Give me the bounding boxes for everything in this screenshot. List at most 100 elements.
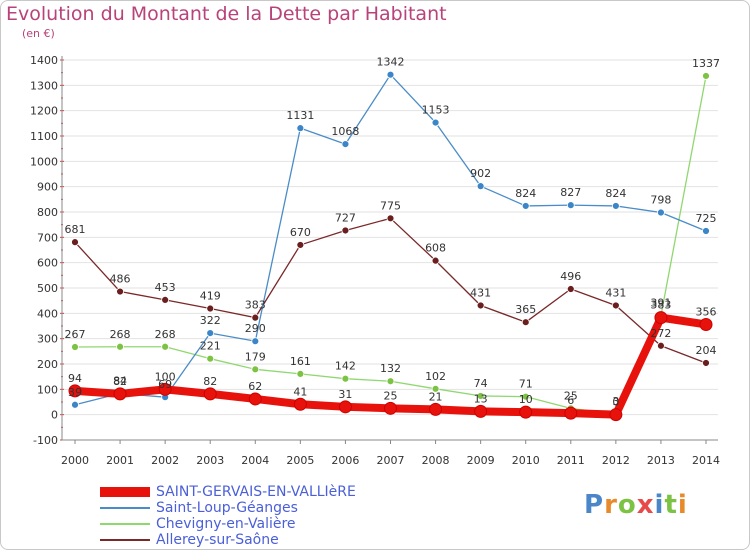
data-label: 0 (612, 396, 619, 409)
data-point (566, 201, 575, 210)
data-point (476, 182, 485, 191)
data-label: 84 (113, 374, 127, 387)
chart-subtitle: (en €) (22, 27, 55, 40)
data-label: 486 (110, 273, 131, 286)
data-point (611, 202, 620, 210)
data-label: 1068 (331, 125, 359, 138)
data-label: 10 (519, 393, 533, 406)
data-label: 775 (380, 199, 401, 212)
data-point (203, 387, 217, 401)
data-label: 13 (474, 392, 488, 405)
data-point (296, 241, 305, 249)
data-label: 727 (335, 211, 356, 224)
data-point (521, 202, 530, 210)
data-point (429, 402, 443, 416)
data-point (476, 392, 485, 400)
data-point (206, 304, 215, 313)
data-point (431, 384, 440, 393)
y-tick-label: 100 (37, 383, 58, 396)
legend-swatch (100, 539, 150, 541)
data-point (116, 287, 124, 296)
logo-letter: t (664, 490, 678, 520)
data-label: 132 (380, 362, 401, 375)
data-point (564, 406, 578, 420)
data-point (251, 337, 260, 346)
data-label: 161 (290, 355, 311, 368)
data-point (609, 408, 623, 422)
data-point (251, 313, 260, 322)
data-label: 824 (515, 187, 536, 200)
data-label: 41 (293, 385, 307, 398)
data-point (431, 256, 440, 265)
data-point (71, 238, 79, 247)
legend-label: SAINT-GERVAIS-EN-VALLIèRE (156, 484, 356, 500)
x-tick-label: 2008 (422, 454, 450, 467)
data-point (341, 140, 350, 149)
data-point (206, 354, 215, 363)
x-tick-label: 2013 (647, 454, 675, 467)
data-label: 25 (384, 389, 398, 402)
x-tick-label: 2011 (557, 454, 585, 467)
data-point (338, 400, 352, 414)
data-label: 142 (335, 360, 356, 373)
data-label: 419 (200, 290, 221, 303)
data-label: 290 (245, 322, 266, 335)
data-point (702, 72, 710, 80)
data-point (341, 226, 350, 235)
data-label: 356 (696, 305, 717, 318)
data-point (113, 387, 127, 401)
chart-title: Evolution du Montant de la Dette par Hab… (6, 3, 447, 25)
data-label: 94 (68, 372, 82, 385)
data-label: 100 (155, 370, 176, 383)
x-tick-label: 2006 (331, 454, 359, 467)
data-label: 681 (65, 223, 86, 236)
data-point (251, 365, 260, 374)
data-point (474, 404, 488, 418)
y-tick-label: 0 (51, 409, 58, 422)
y-tick-label: 1100 (30, 130, 58, 143)
data-point (248, 392, 262, 406)
data-label: 6 (567, 394, 574, 407)
data-label: 391 (650, 297, 671, 310)
data-label: 453 (155, 281, 176, 294)
logo-letter: o (617, 490, 637, 520)
data-point (657, 341, 665, 350)
data-label: 670 (290, 226, 311, 239)
data-label: 431 (470, 286, 491, 299)
data-label: 71 (519, 378, 533, 391)
data-point (293, 397, 307, 411)
data-label: 827 (560, 186, 581, 199)
data-point (158, 382, 172, 396)
data-point (71, 343, 79, 351)
data-point (384, 401, 397, 415)
data-point (161, 296, 170, 304)
tick-labels: -100010020030040050060070080090010001100… (30, 54, 720, 467)
data-label: 272 (650, 327, 671, 340)
data-point (521, 318, 530, 327)
data-label: 62 (248, 380, 262, 393)
data-point (386, 377, 395, 386)
data-point (521, 392, 530, 401)
data-point (386, 70, 395, 79)
data-label: 74 (474, 377, 488, 390)
y-tick-label: 1400 (30, 54, 58, 67)
data-label: 102 (425, 370, 446, 383)
gridlines (62, 59, 718, 441)
data-label: 268 (110, 328, 131, 341)
y-tick-label: 1300 (30, 79, 58, 92)
y-tick-label: 1000 (30, 155, 58, 168)
logo-letter: x (636, 490, 655, 520)
data-point (431, 118, 440, 127)
x-tick-label: 2002 (151, 454, 179, 467)
data-label: 496 (560, 270, 581, 283)
y-tick-label: 800 (37, 206, 58, 219)
data-point (476, 301, 485, 310)
data-point (699, 317, 713, 331)
data-label: 204 (696, 344, 717, 357)
data-label: 798 (650, 194, 671, 207)
legend-swatch (100, 523, 150, 525)
x-tick-label: 2007 (377, 454, 405, 467)
